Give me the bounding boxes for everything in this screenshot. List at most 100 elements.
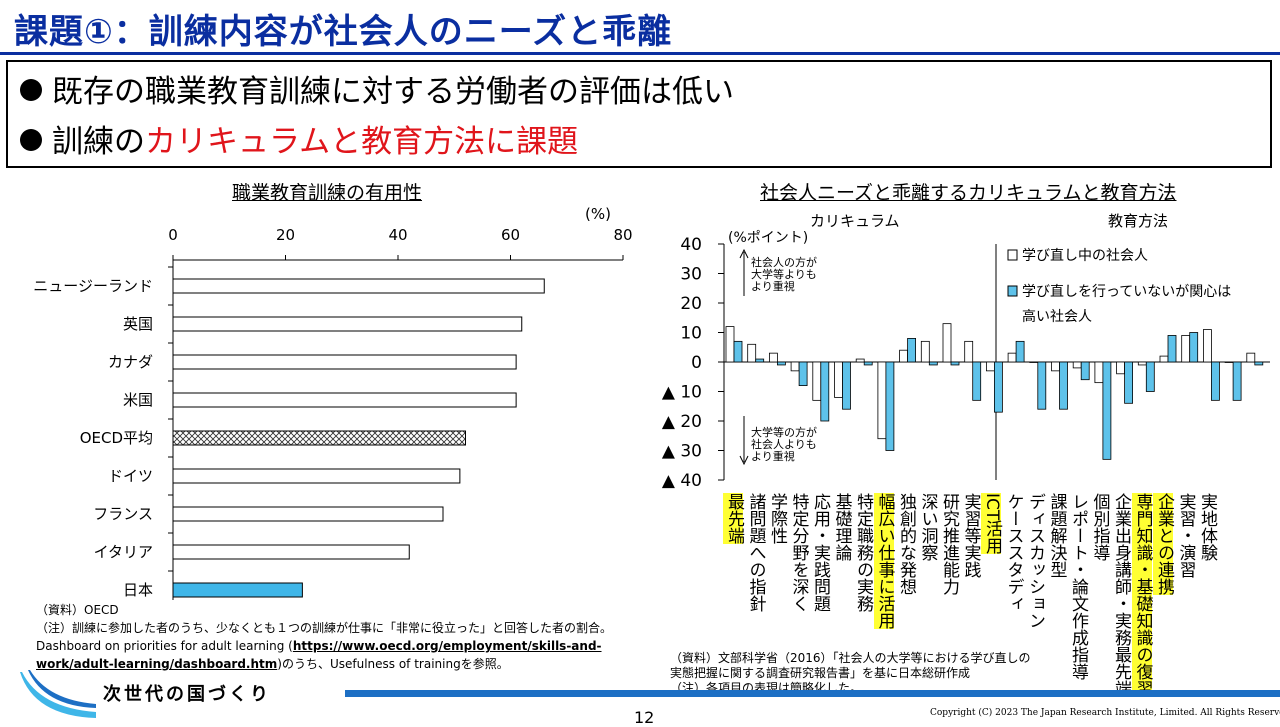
bar [993, 361, 1003, 413]
annotation-down: より重視 [751, 449, 795, 463]
bar [798, 361, 808, 387]
bullet-1-text: 既存の職業教育訓練に対する労働者の評価は低い [52, 74, 734, 110]
annotation-up: より重視 [751, 279, 795, 293]
category-label: 日本 [123, 581, 153, 599]
category-label: 特定職務の実務 [853, 493, 873, 612]
left-note-2: Dashboard on priorities for adult learni… [36, 639, 602, 653]
bar [755, 358, 765, 363]
right-sub-curriculum: カリキュラム [810, 212, 900, 230]
x-tick-label: 80 [613, 226, 632, 244]
right-sub-method: 教育方法 [1108, 212, 1169, 230]
category-label: カナダ [108, 353, 153, 371]
bar [725, 326, 735, 363]
category-label: 特定分野を深く [788, 493, 809, 612]
bar [172, 392, 517, 408]
x-tick-label: 40 [388, 226, 407, 244]
bar [1102, 361, 1112, 460]
category-label: ケーススタディ [1003, 493, 1024, 612]
bar [1124, 361, 1134, 404]
category-label: ディスカッション [1025, 493, 1045, 629]
y-tick-label: 40 [680, 235, 702, 255]
bar [907, 338, 917, 363]
category-label: ICT活用 [981, 493, 1002, 555]
annotation-down: 大学等の方が [751, 425, 817, 439]
category-label: 英国 [123, 315, 153, 333]
y-tick-label: ▲ 40 [662, 471, 702, 491]
bar [1015, 340, 1025, 363]
y-tick-label: ▲ 30 [662, 442, 702, 462]
category-label: 応用・実践問題 [810, 493, 830, 612]
left-source: （資料）OECD [36, 603, 119, 617]
category-label: ドイツ [108, 467, 153, 485]
left-note-3: work/adult-learning/dashboard.htm)のうち、Us… [36, 657, 509, 671]
category-label: 最先端 [723, 493, 744, 544]
category-label: ニュージーランド [33, 277, 153, 295]
y-tick-label: 0 [691, 353, 702, 373]
right-source-1: （資料）文部科学省（2016）「社会人の大学等における学び直しの [670, 651, 1031, 665]
bar [885, 361, 895, 451]
left-chart-unit: (%) [585, 205, 611, 223]
oecd-link[interactable]: https://www.oecd.org/employment/skills-a… [292, 639, 602, 653]
category-label: 幅広い仕事に活用 [873, 493, 895, 629]
bar [812, 361, 822, 401]
category-label: 専門知識・基礎知識の復習 [1131, 493, 1153, 697]
oecd-link-cont[interactable]: work/adult-learning/dashboard.htm [36, 657, 278, 671]
legend-label: 学び直し中の社会人 [1022, 247, 1148, 264]
bar [942, 323, 952, 363]
left-chart-title: 職業教育訓練の有用性 [232, 182, 423, 204]
category-label: 実地体験 [1197, 493, 1217, 561]
bar [1059, 361, 1068, 410]
bar [172, 468, 461, 484]
bar [1159, 355, 1169, 363]
y-tick-label: 30 [680, 265, 702, 285]
bar [172, 582, 303, 598]
bar [950, 361, 960, 366]
bullet-box: 既存の職業教育訓練に対する労働者の評価は低い 訓練のカリキュラムと教育方法に課題 [6, 60, 1272, 168]
category-label: 深い洞察 [917, 493, 938, 561]
category-label: レポート・論文作成指導 [1068, 493, 1088, 680]
bar [1189, 332, 1199, 363]
legend-label: 学び直しを行っていないが関心は [1022, 283, 1231, 300]
category-label: フランス [93, 505, 153, 523]
bar [1224, 361, 1234, 363]
bar [1072, 361, 1082, 369]
left-note-1: （注）訓練に参加した者のうち、少なくとも１つの訓練が仕事に「非常に役立った」と回… [36, 621, 613, 635]
x-tick-label: 20 [276, 226, 295, 244]
page-number: 12 [634, 708, 655, 727]
right-bar-chart: 40 30 20 10 0 ▲ 10 ▲ 20 ▲ 30 ▲ 40 (%ポイント) 社会人の方が大学… [662, 230, 1270, 491]
category-label: 独創的な発想 [896, 493, 916, 595]
y-tick-label: 10 [680, 324, 702, 344]
bar [1145, 361, 1155, 392]
bullet-dot-icon [20, 79, 42, 101]
y-axis-unit: (%ポイント) [728, 230, 808, 246]
category-label: 学際性 [767, 493, 787, 544]
bullet-dot-icon [20, 129, 42, 151]
bar [1167, 335, 1177, 363]
bar [768, 352, 778, 363]
bar [733, 340, 743, 363]
copyright: Copyright (C) 2023 The Japan Research In… [930, 708, 1280, 718]
category-label: 米国 [123, 391, 153, 409]
bar [172, 316, 523, 332]
category-label: 企業との連携 [1153, 493, 1174, 595]
bar [1246, 352, 1256, 363]
category-label: 実習・演習 [1175, 493, 1196, 578]
annotation-up: 社会人の方が [751, 255, 817, 269]
bar [172, 506, 444, 522]
category-label: 研究推進能力 [939, 493, 959, 595]
legend-swatch [1007, 249, 1018, 261]
bar [877, 361, 887, 440]
bar [920, 340, 930, 363]
bar [1137, 361, 1147, 366]
category-label: 課題解決型 [1046, 493, 1067, 578]
right-source-2: 実態把握に関する調査研究報告書」を基に日本総研作成 [670, 666, 971, 680]
bullet-1: 既存の職業教育訓練に対する労働者の評価は低い [20, 66, 734, 111]
y-tick-label: ▲ 10 [662, 383, 702, 403]
bar [899, 349, 909, 363]
bar [985, 361, 995, 372]
bar [1007, 352, 1017, 363]
bar [1232, 361, 1242, 401]
bar [790, 361, 800, 372]
bar [1094, 361, 1104, 384]
